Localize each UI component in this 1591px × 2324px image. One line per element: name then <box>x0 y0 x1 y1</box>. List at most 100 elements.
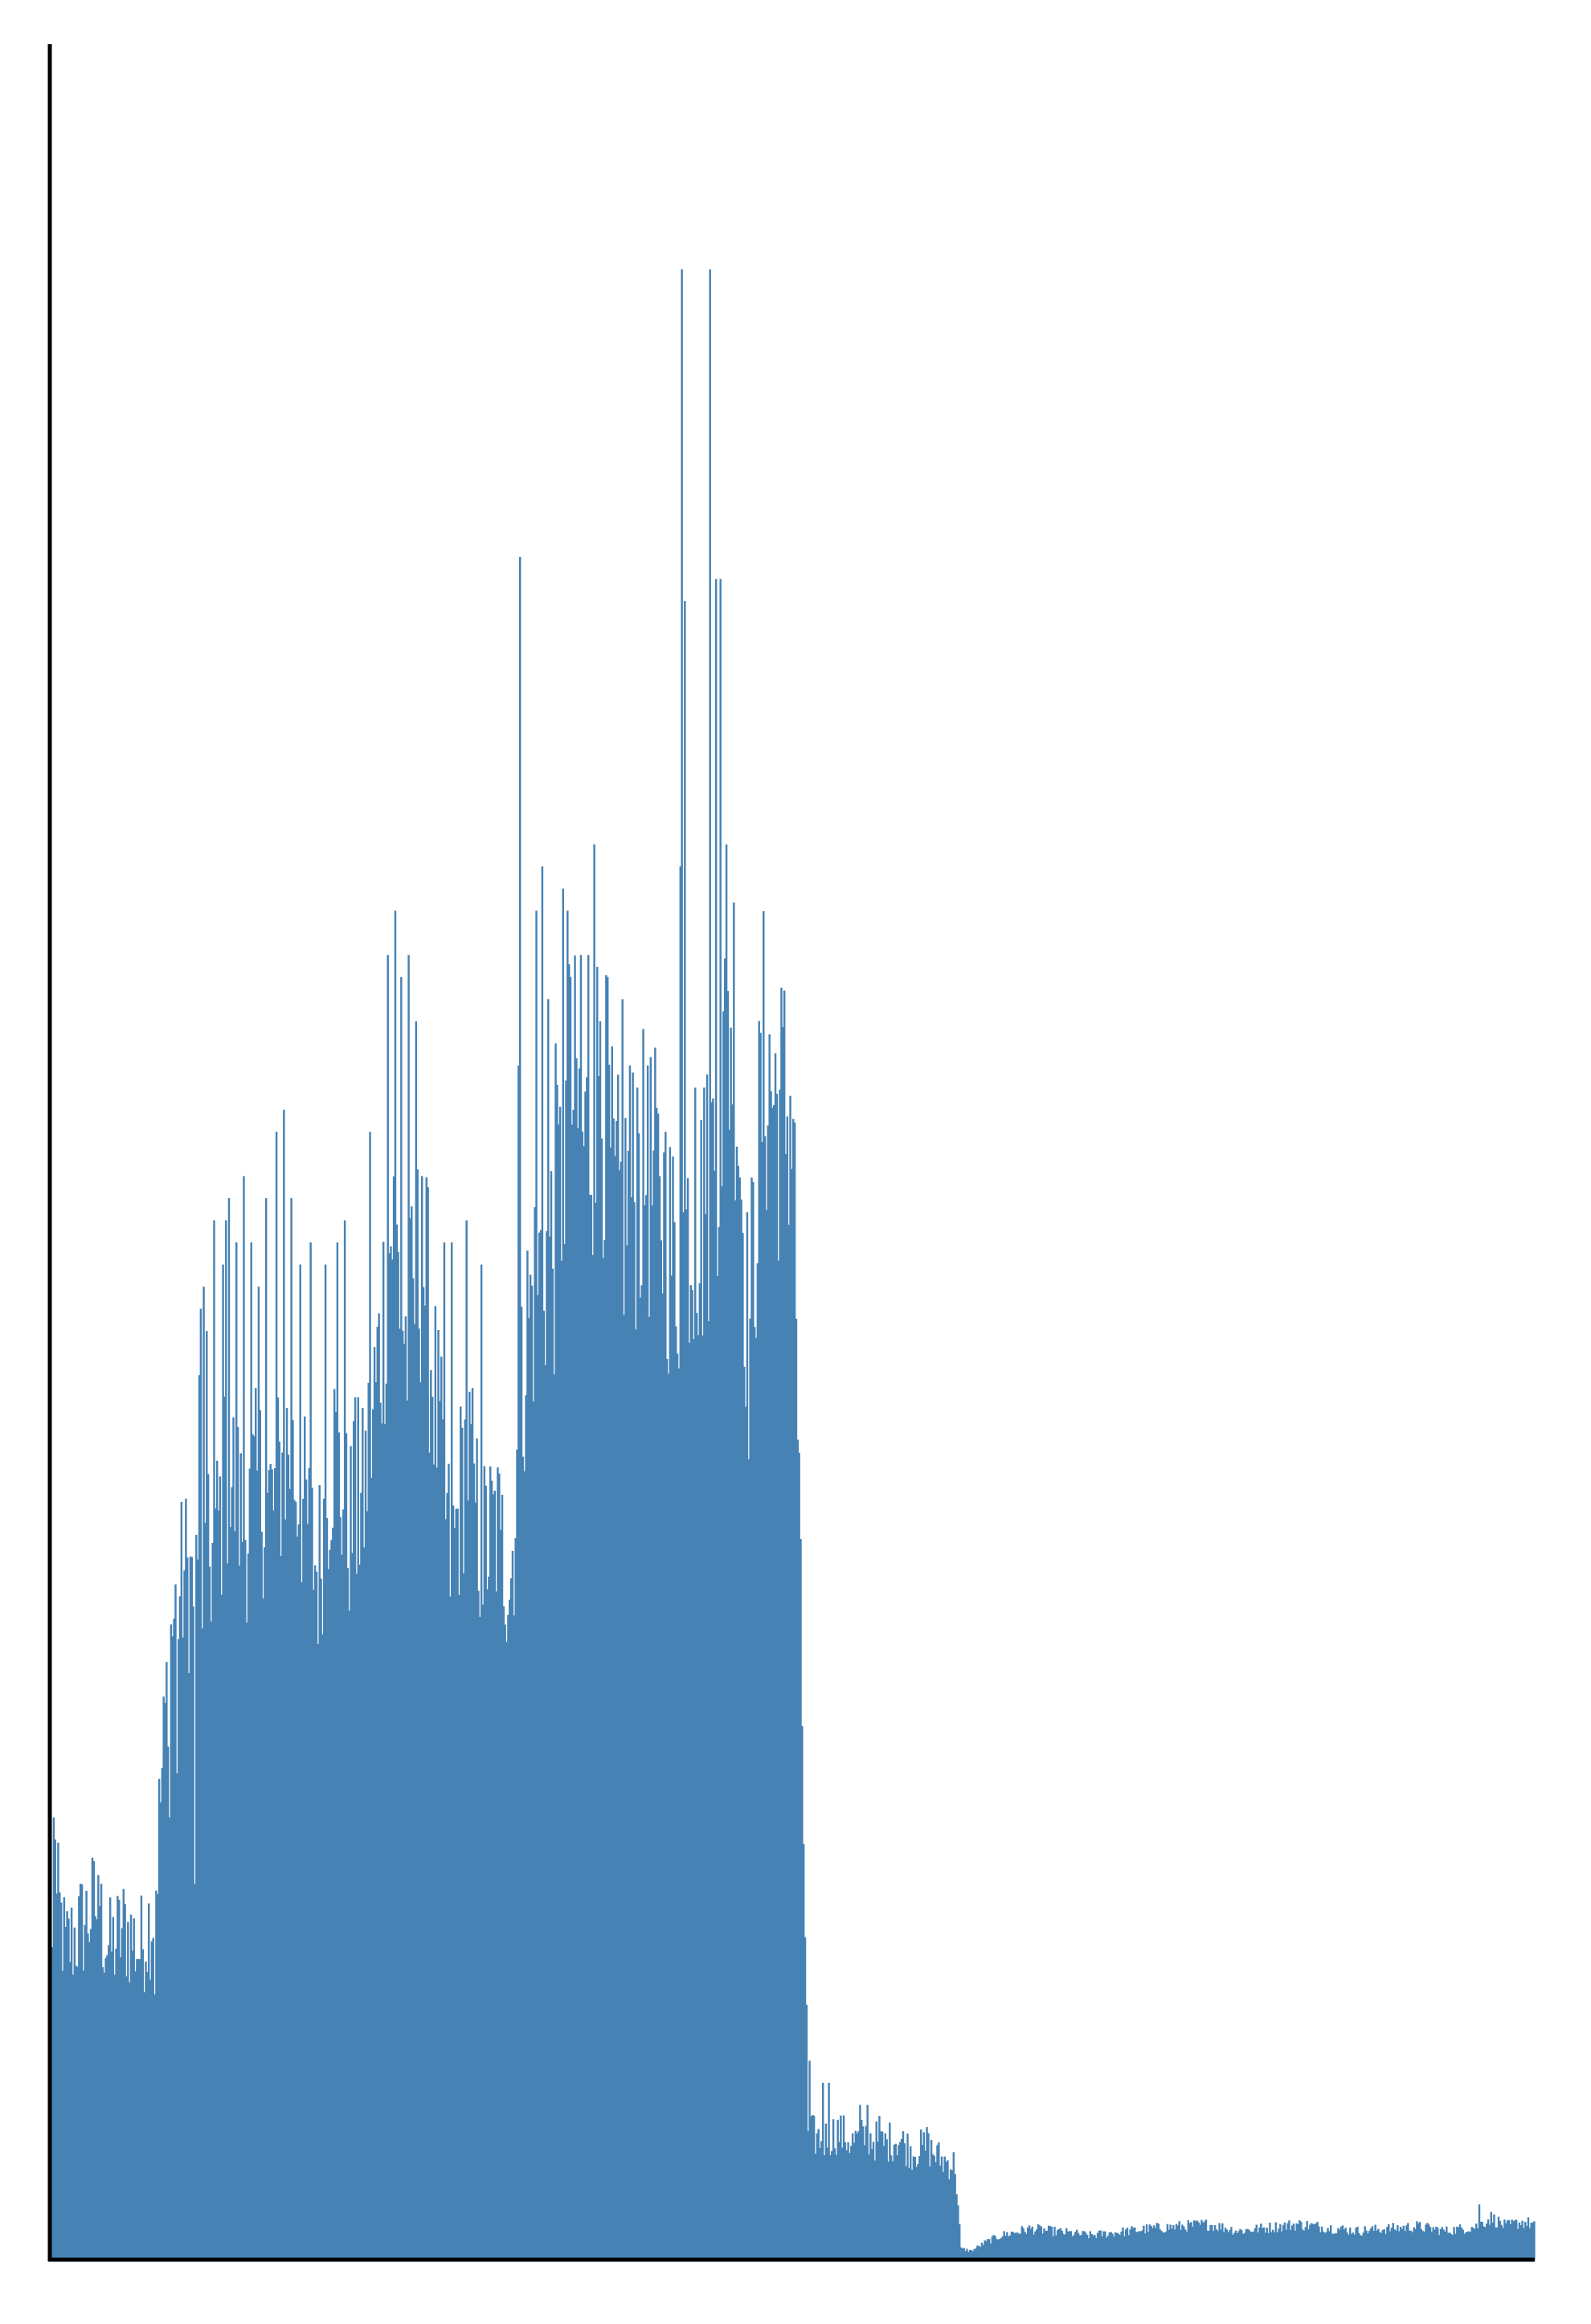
bar <box>342 1509 345 2260</box>
bar <box>947 2160 949 2260</box>
bar <box>113 1974 116 2260</box>
bar <box>574 955 576 2260</box>
bar <box>1301 2229 1304 2260</box>
bar <box>1503 2220 1506 2260</box>
bar <box>467 1500 469 2260</box>
bar <box>1192 2226 1194 2260</box>
bar <box>222 1264 224 2260</box>
bar <box>1467 2231 1470 2260</box>
bar <box>1122 2227 1124 2260</box>
bar <box>523 1471 526 2260</box>
bar <box>538 1232 541 2260</box>
bar <box>854 2130 857 2260</box>
bar <box>1474 2228 1476 2260</box>
bar <box>170 1624 173 2260</box>
bar <box>1237 2231 1240 2260</box>
bar <box>213 1220 215 2260</box>
bar <box>211 1542 214 2260</box>
bar <box>590 1195 593 2260</box>
bar <box>743 1366 746 2260</box>
bar <box>152 1937 154 2260</box>
bar <box>1376 2230 1378 2260</box>
bar <box>1041 2233 1044 2260</box>
bar <box>1309 2224 1311 2260</box>
bar <box>1169 2224 1172 2260</box>
bar <box>534 1207 536 2260</box>
bar <box>176 1773 178 2260</box>
bar <box>64 1926 67 2260</box>
bar <box>1217 2231 1219 2260</box>
bar <box>98 1905 101 2260</box>
bar <box>1310 2223 1313 2260</box>
bar <box>1383 2229 1385 2260</box>
bar <box>1139 2231 1142 2260</box>
bar <box>430 1369 432 2260</box>
bar <box>168 1817 171 2260</box>
bar <box>1094 2235 1096 2260</box>
bar <box>288 1488 291 2260</box>
bar <box>1012 2232 1014 2260</box>
bar <box>833 2148 836 2260</box>
bar <box>1178 2221 1180 2260</box>
bar <box>513 1615 516 2260</box>
bar <box>1362 2232 1365 2260</box>
bar <box>706 1074 709 2260</box>
bar <box>938 2142 940 2260</box>
bar <box>149 1979 152 2260</box>
bar <box>1442 2229 1445 2260</box>
bar <box>1221 2223 1224 2260</box>
bar <box>1008 2235 1012 2260</box>
bar <box>1108 2232 1111 2260</box>
bar <box>1280 2231 1283 2260</box>
bar <box>1495 2227 1497 2260</box>
bar <box>150 1941 153 2260</box>
bar <box>1173 2229 1176 2260</box>
bar <box>914 2156 916 2260</box>
bar <box>1381 2229 1384 2260</box>
bar <box>869 2133 872 2260</box>
bar <box>127 1921 129 2260</box>
bar <box>202 1287 205 2260</box>
bar <box>1082 2231 1084 2260</box>
bar <box>701 1335 704 2260</box>
bar <box>695 1312 698 2260</box>
bar <box>1346 2232 1348 2260</box>
bar <box>686 1178 689 2260</box>
bar <box>1007 2236 1010 2260</box>
bar <box>178 1596 182 2260</box>
bar <box>383 1424 387 2260</box>
bar <box>1013 2233 1016 2260</box>
bar <box>1325 2232 1327 2260</box>
bar <box>1430 2232 1434 2260</box>
bar <box>1323 2232 1327 2260</box>
bar <box>787 1225 790 2260</box>
bar <box>525 1395 527 2260</box>
bar <box>891 2161 894 2260</box>
bar <box>607 976 609 2260</box>
bar <box>528 1318 530 2260</box>
bar <box>458 1594 460 2260</box>
bar <box>91 1857 94 2260</box>
bar <box>1306 2220 1308 2260</box>
bar <box>667 1373 670 2260</box>
bar <box>1212 2231 1215 2260</box>
bar <box>256 1470 259 2260</box>
bar <box>210 1621 213 2260</box>
bar <box>434 1306 437 2260</box>
bar <box>311 1487 313 2260</box>
bar <box>373 1347 376 2260</box>
bar <box>870 2149 873 2260</box>
bar <box>1131 2226 1133 2260</box>
bar <box>1024 2232 1026 2260</box>
bar <box>1416 2221 1418 2260</box>
bar <box>82 1970 85 2260</box>
bar <box>919 2130 922 2260</box>
bar <box>737 1165 740 2260</box>
bar <box>309 1242 312 2260</box>
bar <box>1187 2220 1190 2260</box>
bar <box>742 1233 744 2260</box>
bar <box>488 1576 490 2260</box>
bar <box>1402 2225 1405 2260</box>
bar <box>187 1673 190 2260</box>
bar <box>1074 2232 1077 2260</box>
